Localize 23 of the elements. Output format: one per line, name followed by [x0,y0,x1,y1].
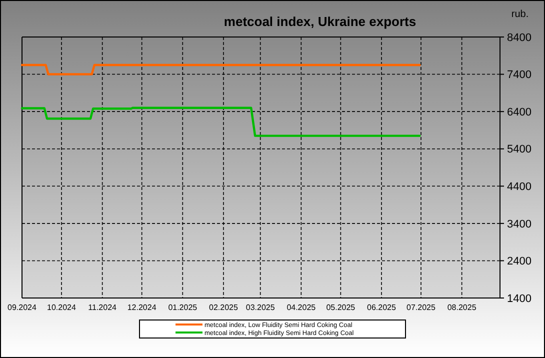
x-tick-label: 09.2024 [8,303,38,312]
x-tick-label: 11.2024 [88,303,118,312]
x-tick-label: 02.2025 [209,303,238,312]
x-tick-label: 10.2024 [47,303,77,312]
x-tick-label: 12.2024 [127,303,157,312]
y-tick-label: 3400 [507,218,532,230]
y-tick-label: 5400 [507,144,532,156]
x-tick-label: 01.2025 [168,303,198,312]
x-tick-label: 04.2025 [286,303,316,312]
x-tick-label: 06.2025 [367,303,396,312]
chart-title: metcoal index, Ukraine exports [224,14,416,29]
line-series [20,106,421,137]
y-tick-label: 1400 [507,292,532,305]
y-tick-label: 7400 [507,69,532,82]
y-tick-label: 4400 [507,180,532,193]
x-tick-label: 03.2025 [246,303,276,312]
y-tick-label: 8400 [507,32,532,44]
y-tick-label: 6400 [507,106,532,118]
x-tick-label: 05.2025 [326,303,356,312]
x-tick-label: 07.2025 [406,303,436,312]
y-axis-title: rub. [511,9,529,20]
x-tick-label: 08.2025 [447,303,477,312]
y-tick-label: 2400 [507,256,532,268]
